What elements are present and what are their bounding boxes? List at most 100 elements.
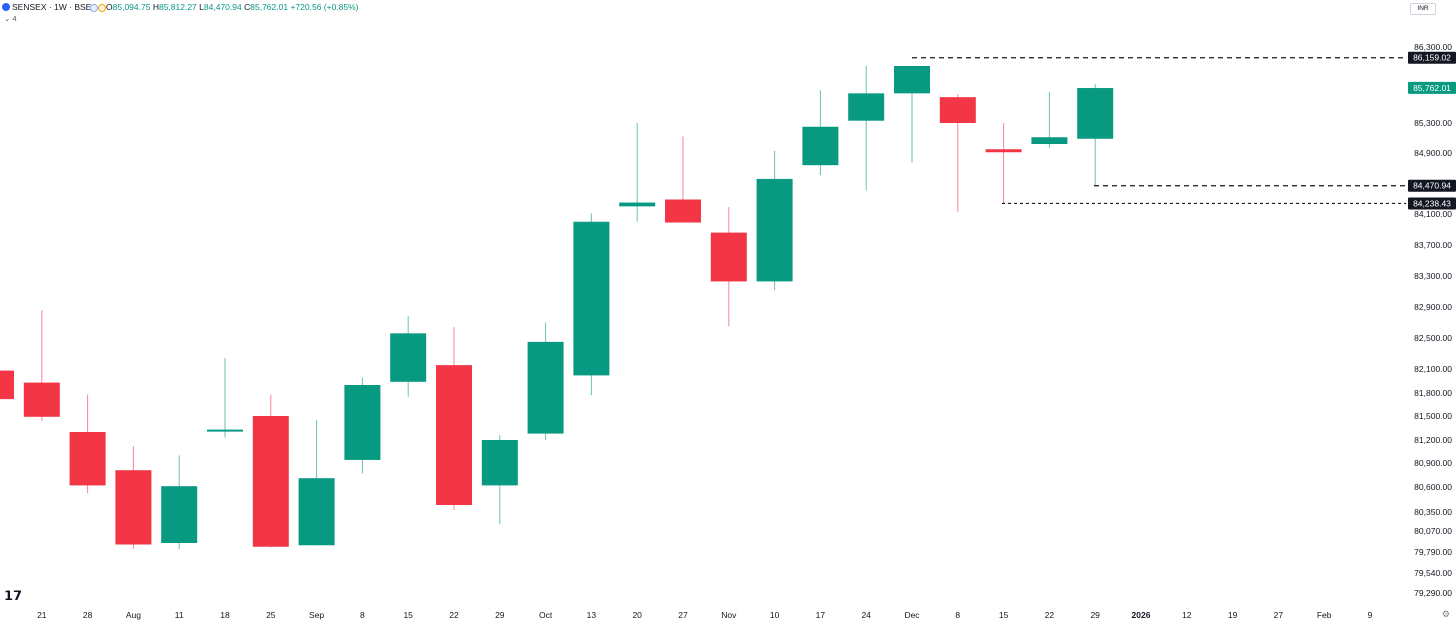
candle [0,370,14,400]
price-level-tag: 86,159.02 [1408,51,1456,64]
candle [252,394,289,548]
time-tick-label: 27 [678,610,688,620]
candle-body [939,97,976,123]
candle-body [1031,137,1068,144]
low-value: 84,470.94 [203,2,242,12]
candle [390,316,427,397]
candle-body [619,202,656,207]
time-tick-label: 29 [495,610,505,620]
price-tick-label: 84,100.00 [1414,209,1452,219]
open-value: 85,094.75 [112,2,151,12]
candle [802,90,839,176]
candle [619,123,656,222]
time-tick-label: Nov [721,610,737,620]
time-tick-label: Sep [309,610,324,620]
time-tick-label: Feb [1317,610,1332,620]
time-tick-label: 29 [1090,610,1100,620]
time-tick-label: 27 [1274,610,1284,620]
time-tick-label: 9 [1368,610,1373,620]
candle-body [573,221,610,376]
price-tick-label: 80,600.00 [1414,482,1452,492]
candle-body [436,365,472,505]
candle-body [252,416,289,547]
time-tick-label: Aug [126,610,141,620]
candle [481,435,518,525]
low-label: L [199,2,204,12]
time-tick-label: 12 [1182,610,1192,620]
price-tick-label: 79,790.00 [1414,547,1452,557]
close-label: C [244,2,251,12]
exchange-logo-icon [2,3,10,11]
time-tick-label: 15 [999,610,1009,620]
price-tick-label: 79,290.00 [1414,588,1452,598]
time-tick-label: 20 [632,610,642,620]
time-tick-label: 28 [83,610,93,620]
candle [665,136,701,223]
price-axis[interactable]: 86,300.00 85,300.00 84,900.00 84,100.00 83,7… [1408,42,1456,598]
candle [298,420,335,546]
plot-area [0,57,1406,549]
high-value: 85,812.27 [158,2,197,12]
candle-body [69,432,106,486]
time-tick-label: 22 [449,610,459,620]
price-level-tag-text: 84,238.43 [1413,198,1451,208]
price-tick-label: 80,350.00 [1414,507,1452,517]
candle-body [390,333,427,382]
market-status-icon [90,4,98,12]
candle-body [115,470,152,545]
time-tick-label: 19 [1228,610,1238,620]
price-tick-label: 83,700.00 [1414,240,1452,250]
ohlc-readout: O85,094.75 H85,812.27 L84,470.94 C85,762… [106,0,359,14]
close-value: 85,762.01 [250,2,289,12]
price-tick-label: 82,500.00 [1414,333,1452,343]
candle [894,66,930,163]
candle [436,327,472,510]
currency-selector[interactable]: INR [1410,3,1436,15]
price-level-tag: 84,238.43 [1408,197,1456,210]
time-tick-label: 8 [955,610,960,620]
price-tick-label: 82,900.00 [1414,302,1452,312]
price-tick-label: 85,300.00 [1414,118,1452,128]
candle-body [894,66,930,94]
price-tick-label: 80,900.00 [1414,458,1452,468]
time-tick-label: 8 [360,610,365,620]
candle-body [756,178,793,282]
price-tick-label: 83,300.00 [1414,271,1452,281]
candle [985,123,1022,204]
time-tick-label: 13 [587,610,597,620]
candle [69,394,106,493]
time-tick-label: Dec [904,610,920,620]
price-level-tag: 84,470.94 [1408,179,1456,192]
candle [527,322,564,440]
time-tick-label: 2026 [1132,610,1151,620]
open-label: O [106,2,113,12]
delayed-data-icon [98,4,106,12]
candle [23,310,60,421]
time-tick-label: 25 [266,610,276,620]
tradingview-logo-icon[interactable]: 𝟭𝟳 [4,588,23,603]
candle [344,377,381,474]
time-tick-label: 10 [770,610,780,620]
candle-body [0,370,14,400]
candle-body [527,341,564,434]
collapse-indicators-button[interactable]: ⌄ 4 [4,14,17,23]
price-level-tag-bg [1408,81,1456,94]
price-tick-label: 84,900.00 [1414,148,1452,158]
price-tick-label: 86,300.00 [1414,42,1452,52]
symbol-title[interactable]: SENSEX · 1W · BSE [12,2,92,12]
change-value: +720.56 (+0.85%) [290,2,359,12]
candle-body [802,126,839,166]
candle-body [848,93,885,121]
price-level-tag-bg [1408,179,1456,192]
time-tick-label: 22 [1045,610,1055,620]
candle-body [985,149,1022,153]
time-tick-label: 15 [403,610,413,620]
time-axis[interactable]: 21 28 Aug 11 18 25 Sep 8 15 22 29 Oct 13 20 27 Nov 10 17 2… [37,610,1373,620]
candle-body [710,232,747,282]
candle [1077,84,1114,186]
settings-icon[interactable]: ⚙ [1441,609,1450,619]
candle-body [1077,88,1114,139]
candle-body [207,429,243,432]
price-tick-label: 80,070.00 [1414,526,1452,536]
